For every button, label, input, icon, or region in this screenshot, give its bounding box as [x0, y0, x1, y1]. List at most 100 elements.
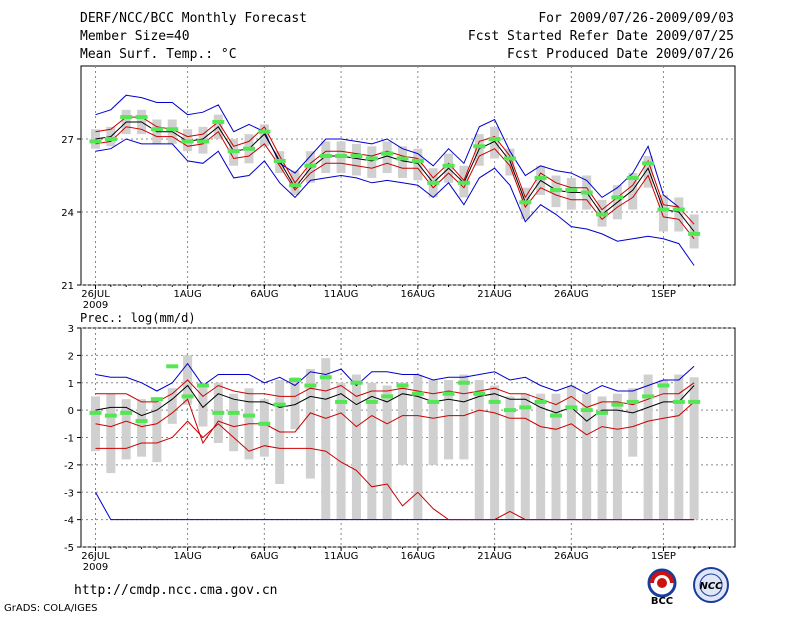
y-tick-label: -1: [64, 434, 74, 445]
median-marker: [273, 158, 286, 163]
median-marker: [381, 394, 394, 399]
median-marker: [350, 380, 363, 385]
ensemble-box: [351, 143, 361, 176]
median-marker: [258, 129, 271, 134]
median-marker: [626, 399, 639, 404]
grads-credit: GrADS: COLA/IGES: [4, 603, 98, 614]
median-marker: [580, 408, 593, 413]
median-marker: [289, 378, 302, 383]
ensemble-box: [520, 393, 530, 520]
median-marker: [227, 149, 240, 154]
ensemble-box: [628, 388, 638, 457]
median-marker: [642, 161, 655, 166]
ensemble-box: [658, 380, 668, 520]
ensemble-box: [305, 369, 315, 479]
ensemble-box: [413, 374, 423, 520]
median-marker: [596, 212, 609, 217]
median-marker: [411, 158, 424, 163]
precip-title: Prec.: log(mm/d): [80, 311, 196, 325]
median-marker: [626, 175, 639, 180]
x-tick-label: 21AUG: [477, 551, 512, 562]
median-marker: [657, 383, 670, 388]
median-marker: [304, 383, 317, 388]
ensemble-box: [566, 385, 576, 520]
ensemble-box: [121, 399, 131, 460]
forecast-period: For 2009/07/26-2009/09/03: [538, 11, 734, 26]
median-marker: [519, 405, 532, 410]
ensemble-box: [490, 385, 500, 520]
ensemble-box: [674, 374, 684, 520]
ncc-logo-text: NCC: [699, 581, 723, 592]
started-date: Fcst Started Refer Date 2009/07/25: [467, 29, 734, 44]
y-tick-label: 24: [61, 208, 74, 219]
median-marker: [396, 383, 409, 388]
median-marker: [273, 402, 286, 407]
median-marker: [442, 163, 455, 168]
median-marker: [335, 154, 348, 159]
median-marker: [135, 419, 148, 424]
median-marker: [534, 399, 547, 404]
median-marker: [642, 394, 655, 399]
ensemble-box: [628, 173, 638, 210]
x-tick-label: 1AUG: [173, 551, 201, 562]
x-tick-label: 11AUG: [324, 551, 359, 562]
median-marker: [104, 413, 117, 418]
ensemble-box: [398, 382, 407, 465]
chart-title: DERF/NCC/BCC Monthly Forecast: [80, 11, 307, 26]
ensemble-box: [643, 156, 653, 188]
ensemble-box: [351, 374, 361, 520]
ensemble-box: [658, 194, 668, 232]
ensemble-box: [474, 380, 484, 520]
median-marker: [335, 399, 348, 404]
median-marker: [534, 175, 547, 180]
ensemble-box: [612, 393, 622, 520]
ensemble-box: [689, 377, 699, 520]
ensemble-box: [428, 380, 438, 465]
median-marker: [473, 391, 486, 396]
median-marker: [688, 399, 701, 404]
ensemble-box: [198, 382, 208, 427]
y-tick-label: 27: [61, 135, 74, 146]
ensemble-box: [689, 214, 699, 249]
median-marker: [488, 399, 501, 404]
y-tick-label: -2: [64, 461, 74, 472]
median-marker: [89, 139, 102, 144]
y-tick-label: -5: [64, 543, 74, 554]
median-marker: [365, 399, 378, 404]
x-tick-label: 16AUG: [401, 551, 436, 562]
max-line: [95, 362, 695, 395]
median-marker: [104, 137, 117, 141]
median-marker: [550, 188, 562, 193]
median-marker: [473, 144, 486, 149]
median-marker: [150, 127, 163, 132]
y-tick-label: 0: [68, 406, 74, 417]
website-url[interactable]: http://cmdp.ncc.cma.gov.cn: [74, 583, 278, 598]
ensemble-box: [152, 401, 162, 463]
median-marker: [657, 207, 670, 212]
median-marker: [427, 180, 440, 185]
x-tick-label: 26JUL: [81, 551, 110, 562]
x-tick-label: 1AUG: [173, 289, 201, 300]
ncc-logo-icon: NCC: [693, 567, 729, 603]
max-line: [95, 94, 680, 208]
ensemble-box: [290, 377, 300, 430]
year-label: 2009: [83, 300, 108, 311]
x-tick-label: 21AUG: [477, 289, 512, 300]
ensemble-box: [321, 358, 331, 520]
mean-line: [95, 121, 695, 232]
median-marker: [120, 410, 133, 415]
median-marker: [519, 200, 532, 205]
y-tick-label: -4: [64, 516, 74, 527]
ensemble-box: [137, 399, 147, 457]
ensemble-box: [259, 124, 269, 147]
median-marker: [258, 421, 271, 426]
y-tick-label: 3: [68, 324, 74, 335]
ensemble-box: [382, 385, 392, 520]
x-tick-label: 26AUG: [554, 289, 589, 300]
x-tick-label: 1SEP: [651, 289, 676, 300]
median-marker: [457, 180, 470, 185]
mean-line: [95, 384, 695, 422]
median-marker: [580, 190, 593, 195]
median-marker: [365, 156, 378, 161]
